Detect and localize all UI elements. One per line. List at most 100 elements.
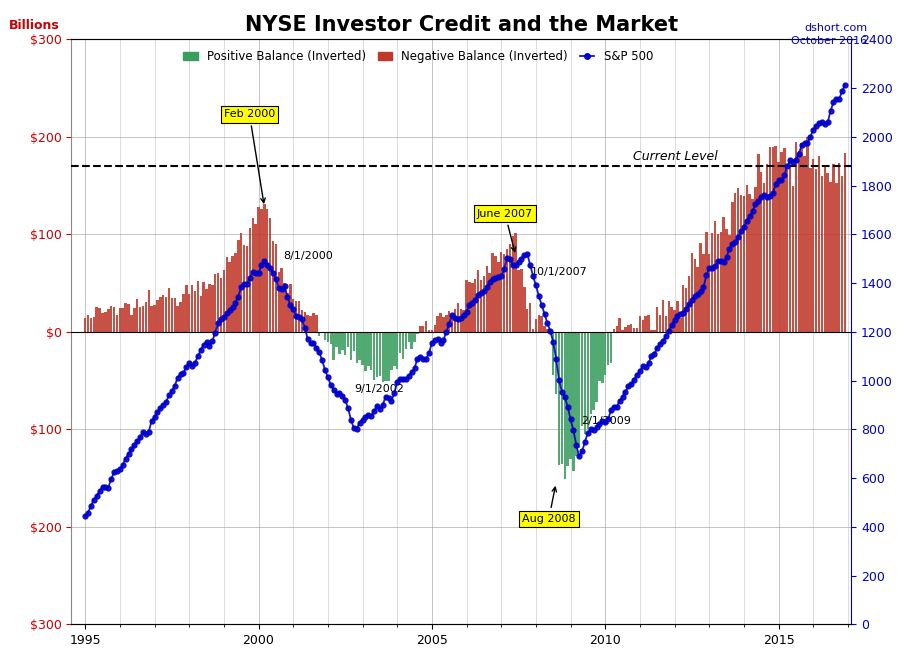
Bar xyxy=(589,332,592,414)
Bar xyxy=(711,232,714,332)
Bar xyxy=(208,284,211,332)
Bar xyxy=(188,295,191,332)
Bar xyxy=(419,326,421,332)
Bar xyxy=(479,280,482,332)
Bar xyxy=(295,301,297,332)
Bar xyxy=(130,314,133,332)
Bar xyxy=(289,285,291,332)
Bar xyxy=(792,187,794,332)
Bar xyxy=(745,185,748,332)
Bar xyxy=(124,303,127,332)
Bar xyxy=(442,316,445,332)
Bar xyxy=(171,299,173,332)
Bar xyxy=(352,332,355,352)
Bar xyxy=(410,332,413,350)
Bar xyxy=(596,332,597,402)
Bar xyxy=(716,234,719,332)
Bar xyxy=(564,332,566,479)
Bar xyxy=(301,310,303,332)
Bar xyxy=(818,156,820,332)
Bar xyxy=(211,285,213,332)
Bar xyxy=(191,285,193,332)
Bar xyxy=(425,321,428,332)
Bar xyxy=(110,307,113,332)
Bar xyxy=(723,217,725,332)
Bar xyxy=(801,142,803,332)
Bar xyxy=(740,195,742,332)
Bar xyxy=(687,276,690,332)
Bar xyxy=(90,318,93,332)
Bar xyxy=(451,314,453,332)
Bar xyxy=(777,162,780,332)
Bar xyxy=(115,315,118,332)
Bar xyxy=(824,167,826,332)
Bar xyxy=(518,270,519,332)
Bar xyxy=(731,202,734,332)
Bar xyxy=(448,311,450,332)
Bar xyxy=(142,307,144,332)
Text: 8/1/2000: 8/1/2000 xyxy=(282,251,332,261)
Bar xyxy=(757,154,760,332)
Bar xyxy=(359,332,360,360)
Bar xyxy=(797,151,800,332)
Bar xyxy=(604,332,607,375)
Bar xyxy=(246,246,248,332)
Bar xyxy=(205,289,208,332)
Bar xyxy=(237,240,240,332)
Bar xyxy=(610,332,612,363)
Bar xyxy=(806,137,809,332)
Bar xyxy=(601,332,604,383)
Bar xyxy=(469,282,470,332)
Bar xyxy=(344,332,347,355)
Bar xyxy=(528,303,531,332)
Bar xyxy=(706,232,707,332)
Bar xyxy=(511,236,514,332)
Bar xyxy=(249,228,252,332)
Bar xyxy=(381,332,384,382)
Bar xyxy=(506,250,508,332)
Bar xyxy=(702,254,705,332)
Bar xyxy=(765,164,768,332)
Bar xyxy=(835,183,837,332)
Bar xyxy=(821,176,824,332)
Bar xyxy=(826,173,829,332)
Bar xyxy=(523,287,526,332)
Bar xyxy=(474,279,477,332)
Bar xyxy=(685,287,687,332)
Bar xyxy=(780,152,783,332)
Bar xyxy=(838,164,841,332)
Bar xyxy=(624,327,627,332)
Bar xyxy=(691,253,693,332)
Bar xyxy=(93,317,95,332)
Bar xyxy=(232,256,233,332)
Bar xyxy=(587,332,589,429)
Bar xyxy=(318,332,321,336)
Bar xyxy=(240,233,242,332)
Bar xyxy=(286,293,289,332)
Bar xyxy=(494,256,497,332)
Bar xyxy=(708,254,710,332)
Bar xyxy=(168,287,170,332)
Bar xyxy=(769,148,771,332)
Text: 2/1/2009: 2/1/2009 xyxy=(581,416,631,426)
Text: Aug 2008: Aug 2008 xyxy=(522,487,576,524)
Bar xyxy=(804,156,805,332)
Bar xyxy=(454,309,456,332)
Bar xyxy=(405,332,407,349)
Bar xyxy=(497,262,499,332)
Bar xyxy=(225,257,228,332)
Bar xyxy=(364,332,367,371)
Bar xyxy=(367,332,370,366)
Bar xyxy=(809,168,812,332)
Bar xyxy=(503,254,506,332)
Bar xyxy=(388,332,390,381)
Bar xyxy=(350,332,352,360)
Bar xyxy=(670,307,673,332)
Bar xyxy=(457,303,459,332)
Text: 10/1/2007: 10/1/2007 xyxy=(530,267,587,277)
Bar xyxy=(598,332,601,381)
Bar xyxy=(575,332,577,456)
Bar xyxy=(87,314,89,332)
Bar xyxy=(332,332,335,360)
Bar xyxy=(676,301,678,332)
